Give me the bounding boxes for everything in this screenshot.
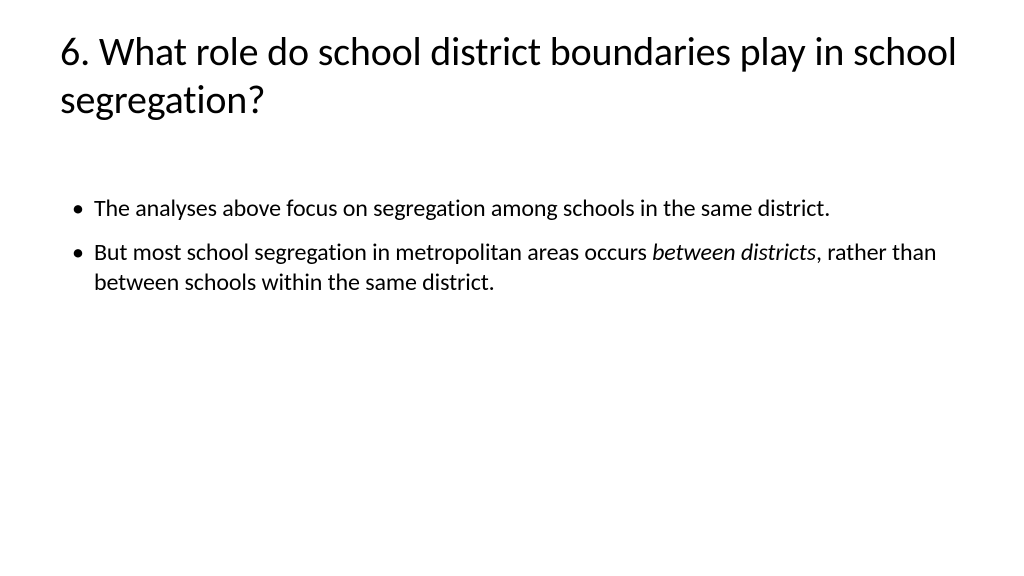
- bullet-text: The analyses above focus on segregation …: [94, 194, 830, 224]
- slide: 6. What role do school district boundari…: [0, 0, 1024, 576]
- list-item: • The analyses above focus on segregatio…: [72, 194, 964, 224]
- list-item: • But most school segregation in metropo…: [72, 238, 964, 298]
- bullet-icon: •: [72, 194, 84, 224]
- slide-title: 6. What role do school district boundari…: [60, 28, 964, 124]
- bullet-icon: •: [72, 238, 84, 268]
- bullet-text: But most school segregation in metropoli…: [94, 238, 964, 298]
- slide-body: • The analyses above focus on segregatio…: [60, 194, 964, 298]
- bullet-text-italic: between districts: [652, 238, 816, 267]
- bullet-text-part: But most school segregation in metropoli…: [94, 238, 652, 267]
